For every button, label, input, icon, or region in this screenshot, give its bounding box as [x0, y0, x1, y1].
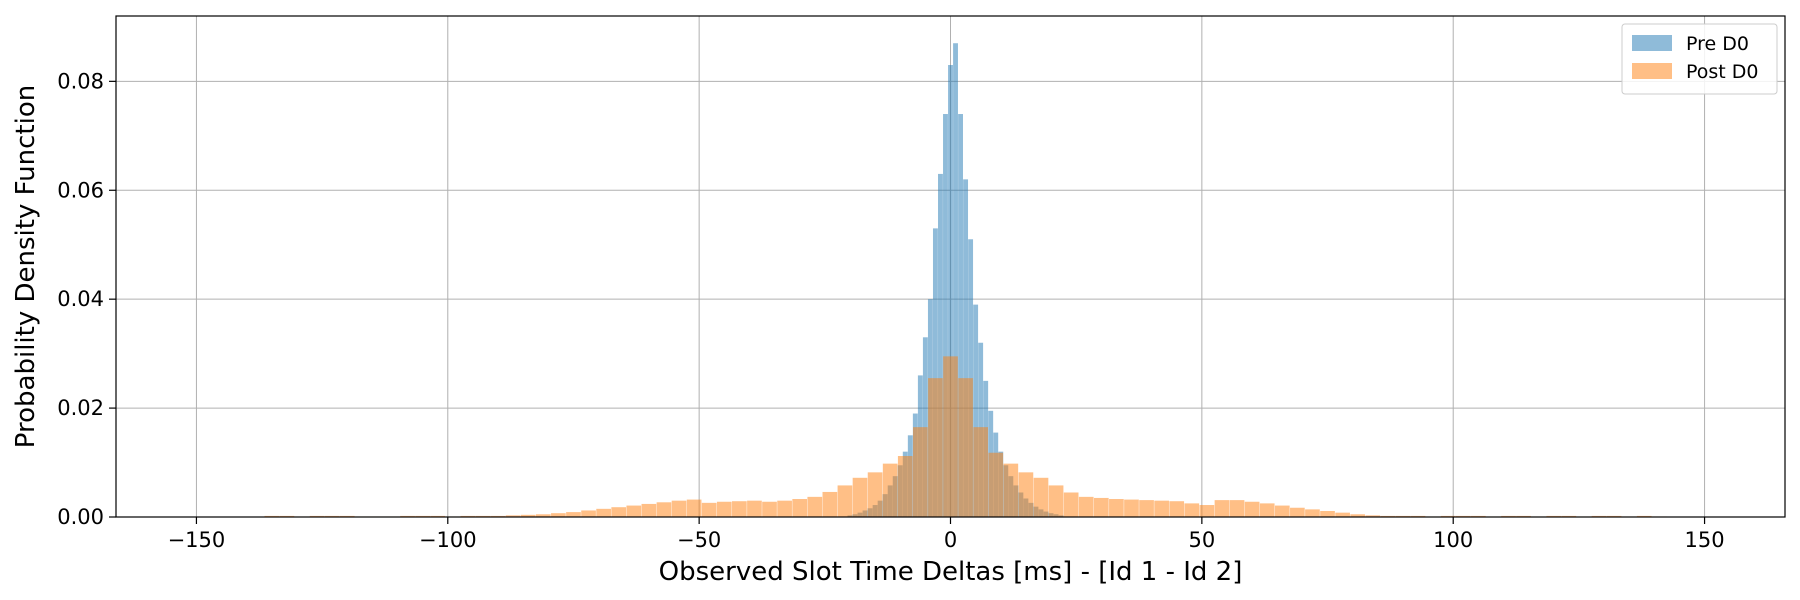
- histogram-bar: [1063, 492, 1079, 517]
- histogram-bar: [1365, 515, 1381, 517]
- histogram-bar: [1109, 499, 1124, 517]
- histogram-bar: [505, 515, 521, 517]
- histogram-bar: [1199, 505, 1215, 517]
- y-axis-label: Probability Density Function: [11, 85, 41, 448]
- histogram-bar: [1274, 505, 1290, 517]
- histogram-bar: [1003, 463, 1019, 517]
- histogram-bar: [1214, 500, 1230, 517]
- legend-swatch-pre-d0: [1632, 35, 1672, 51]
- histogram-bar: [988, 452, 1004, 517]
- histogram-bar: [1048, 485, 1064, 517]
- y-tick-label: 0.06: [57, 178, 104, 202]
- histogram-bar: [963, 179, 969, 517]
- histogram-bar: [1169, 501, 1185, 517]
- histogram-bar: [551, 513, 566, 517]
- histogram-bar: [867, 472, 883, 517]
- x-tick-label: 150: [1685, 528, 1725, 552]
- x-tick-label: 50: [1188, 528, 1215, 552]
- histogram-bar: [732, 501, 747, 517]
- y-tick-label: 0.08: [57, 69, 104, 93]
- histogram-bar: [1154, 500, 1169, 517]
- histogram-bar: [958, 114, 963, 518]
- histogram-bar: [1184, 503, 1200, 517]
- histogram-bar: [912, 427, 928, 517]
- histogram-bar: [777, 500, 792, 517]
- histogram-bar: [973, 427, 989, 517]
- histogram-bar: [641, 503, 657, 517]
- x-tick-label: 100: [1433, 528, 1473, 552]
- histogram-bar: [837, 485, 853, 517]
- histogram-bar: [1320, 511, 1335, 517]
- x-tick-label: 0: [944, 528, 957, 552]
- histogram-bars: [264, 43, 1667, 518]
- legend-label-post-d0: Post D0: [1686, 61, 1759, 83]
- histogram-bar: [716, 501, 732, 517]
- legend: Pre D0 Post D0: [1621, 23, 1778, 95]
- legend-label-pre-d0: Pre D0: [1686, 33, 1749, 55]
- histogram-bar: [973, 304, 979, 517]
- x-tick-label: −50: [677, 528, 721, 552]
- histogram-bar: [520, 514, 536, 517]
- histogram-bar: [1124, 499, 1139, 517]
- histogram-bar: [747, 500, 762, 517]
- histogram-bar: [852, 477, 868, 517]
- x-tick-label: −100: [419, 528, 477, 552]
- histogram-bar: [948, 65, 953, 518]
- legend-swatch-post-d0: [1632, 63, 1672, 79]
- histogram-bar: [701, 502, 717, 517]
- histogram-bar: [882, 463, 898, 517]
- histogram-bar: [1305, 509, 1320, 517]
- histogram-bar: [792, 499, 808, 517]
- series-post-d0: [264, 356, 1667, 517]
- histogram-bar: [1078, 496, 1094, 517]
- histogram-bar: [686, 499, 702, 517]
- histogram-bar: [671, 500, 687, 517]
- histogram-bar: [807, 496, 823, 517]
- histogram-bar: [953, 43, 958, 517]
- histogram-bar: [1229, 500, 1245, 517]
- histogram-bar: [958, 378, 973, 517]
- histogram-bar: [1335, 512, 1350, 517]
- axis-ticks: −150 −100 −50 0 50 100 150 0.00 0.02 0.04 0.06 0.08: [57, 69, 1724, 552]
- histogram-bar: [943, 114, 948, 518]
- histogram-bar: [897, 456, 913, 517]
- histogram-bar: [1018, 472, 1034, 517]
- histogram-bar: [928, 378, 943, 517]
- histogram-bar: [611, 507, 627, 517]
- histogram-bar: [932, 228, 938, 517]
- y-tick-label: 0.00: [57, 505, 104, 529]
- histogram-bar: [566, 512, 581, 517]
- histogram-bar: [1033, 477, 1049, 517]
- histogram-bar: [656, 502, 672, 517]
- histogram-bar: [822, 491, 838, 517]
- histogram-bar: [596, 508, 611, 517]
- histogram-bar: [1139, 500, 1154, 517]
- y-tick-label: 0.02: [57, 396, 104, 420]
- histogram-bar: [1259, 503, 1275, 517]
- histogram-bar: [943, 356, 958, 517]
- histogram-bar: [938, 173, 943, 517]
- histogram-bar: [1244, 501, 1260, 517]
- y-tick-label: 0.04: [57, 287, 104, 311]
- histogram-bar: [1093, 497, 1109, 517]
- histogram-bar: [581, 510, 596, 517]
- x-tick-label: −150: [168, 528, 226, 552]
- histogram-bar: [1350, 514, 1366, 517]
- x-axis-label: Observed Slot Time Deltas [ms] - [Id 1 -…: [659, 557, 1243, 587]
- histogram-bar: [626, 505, 642, 517]
- histogram-bar: [762, 501, 777, 517]
- histogram-bar: [535, 514, 551, 517]
- histogram-bar: [1290, 507, 1305, 517]
